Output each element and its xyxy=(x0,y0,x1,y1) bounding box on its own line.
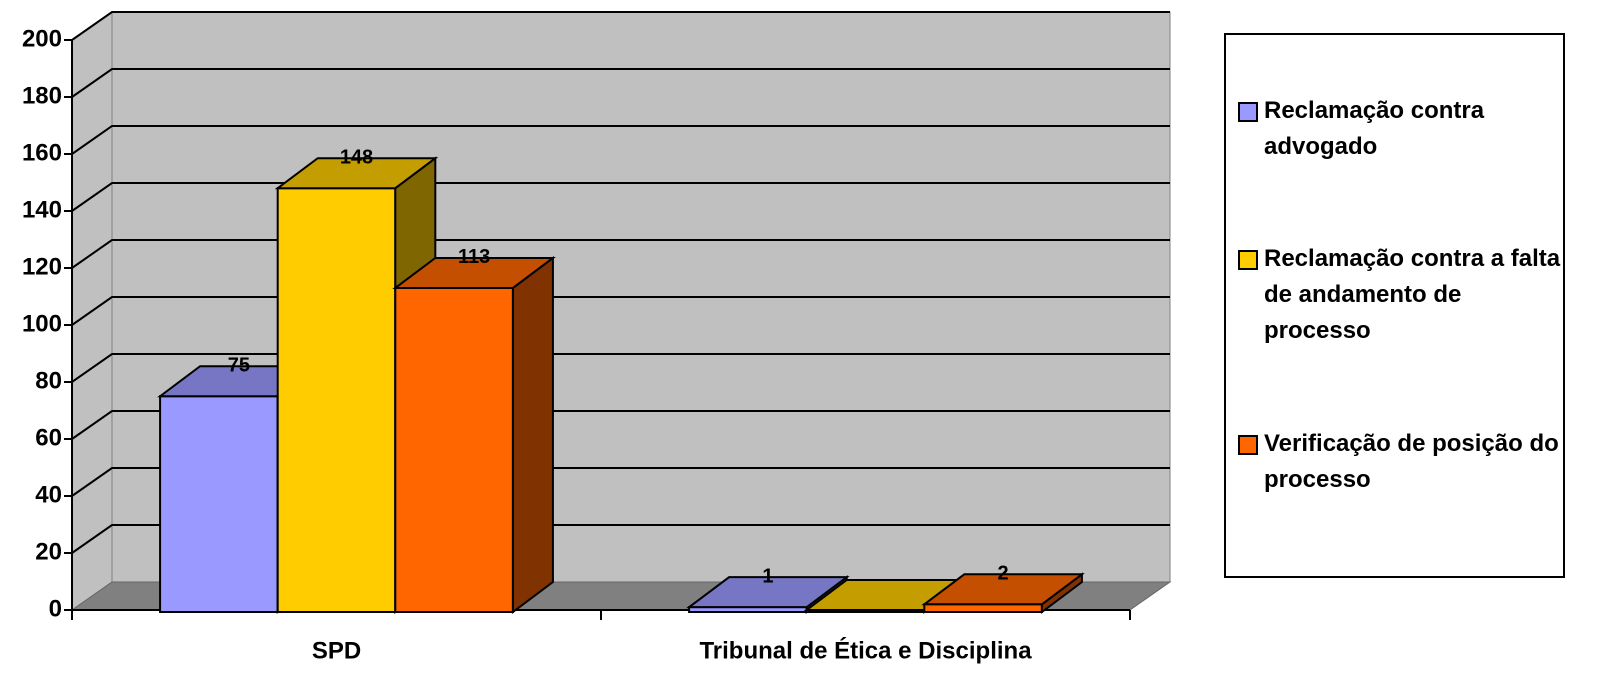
legend-swatch xyxy=(1238,250,1258,271)
legend-label: Verificação de posição do processo xyxy=(1264,429,1559,493)
y-tick-label: 180 xyxy=(22,82,62,109)
y-tick-label: 140 xyxy=(22,196,62,223)
bar-front xyxy=(159,395,279,613)
bar-top xyxy=(686,576,850,609)
grid-line xyxy=(71,467,1170,497)
y-tick-label: 100 xyxy=(22,310,62,337)
legend-item: Reclamação contra advogado xyxy=(1238,93,1563,165)
y-tick-label: 160 xyxy=(22,139,62,166)
y-tick-label: 80 xyxy=(35,367,62,394)
grid-line xyxy=(71,125,1170,155)
x-tick-label: Tribunal de Ética e Disciplina xyxy=(699,636,1032,664)
y-tick-label: 60 xyxy=(35,424,62,451)
data-label: 2 xyxy=(998,563,1009,585)
bar-front xyxy=(276,187,397,613)
y-tick-label: 20 xyxy=(35,538,62,565)
bar-top xyxy=(921,573,1085,606)
y-tick-label: 0 xyxy=(49,595,62,622)
grid-line xyxy=(71,353,1170,383)
data-label: 113 xyxy=(458,246,490,268)
grid-line xyxy=(71,410,1170,440)
data-label: 75 xyxy=(228,355,250,377)
chart: 0 20 40 60 80 100 120 140 160 180 200 SPD 75 148 113 Tr… xyxy=(22,11,1172,664)
data-label: 148 xyxy=(340,146,373,168)
bar-top xyxy=(274,157,439,190)
legend-label: Reclamação contra a falta de andamento d… xyxy=(1264,245,1561,345)
bar-side xyxy=(511,255,554,614)
data-label: 1 xyxy=(762,565,773,587)
grid-line xyxy=(71,68,1170,98)
grid-line xyxy=(71,239,1170,269)
legend-swatch xyxy=(1238,102,1258,123)
grid-line xyxy=(71,296,1170,326)
legend-item: Reclamação contra a falta de andamento d… xyxy=(1238,241,1563,349)
bar-top xyxy=(392,256,556,289)
y-tick-label: 120 xyxy=(22,253,62,280)
y-tick-label: 40 xyxy=(35,481,62,508)
bar xyxy=(392,255,556,614)
y-tick-label: 200 xyxy=(22,25,62,52)
x-tick-label: SPD xyxy=(312,637,361,664)
grid-line xyxy=(71,11,1170,41)
legend: Reclamação contra advogado Reclamação con… xyxy=(1224,33,1565,578)
legend-label: Reclamação contra advogado xyxy=(1264,97,1485,161)
grid-line xyxy=(71,182,1170,212)
grid-line xyxy=(71,524,1170,554)
bar xyxy=(921,572,1085,614)
legend-item: Verificação de posição do processo xyxy=(1238,426,1563,498)
bar-front xyxy=(394,286,514,613)
legend-swatch xyxy=(1238,434,1258,455)
bar-front xyxy=(923,603,1043,613)
